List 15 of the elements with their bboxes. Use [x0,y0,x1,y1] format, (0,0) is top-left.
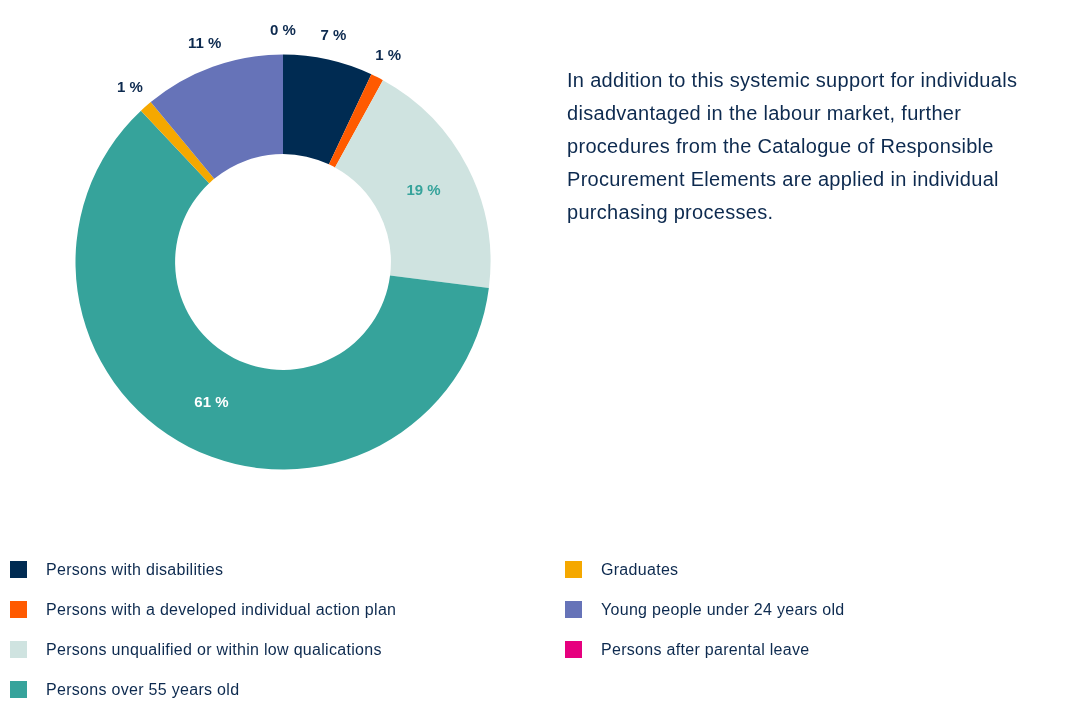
text: 0 % [270,20,296,38]
text: In addition to this systemic support for individuals disadvantaged in the labour market, further procedures from the Catalogue of Responsible Procurement Elements are applied in individual purchasing processes. [567,68,1019,225]
legend-label: Persons with a developed individual action plan [46,601,397,619]
data-label: 61 % [194,392,229,410]
legend-label: Persons unqualified or within low qualications [46,641,382,659]
legend-label: Persons over 55 years old [46,681,240,699]
data-label: 19 % [406,180,441,198]
legend-label: Persons after parental leave [601,641,810,659]
data-label: 11 % [187,34,222,52]
data-label: 1 % [116,78,143,96]
legend-label: Graduates [601,561,679,579]
legend-label: Young people under 24 years old [601,601,845,619]
legend-label: Persons with disabilities [46,561,224,579]
data-label: 1 % [375,45,402,63]
data-label: 7 % [320,26,347,44]
